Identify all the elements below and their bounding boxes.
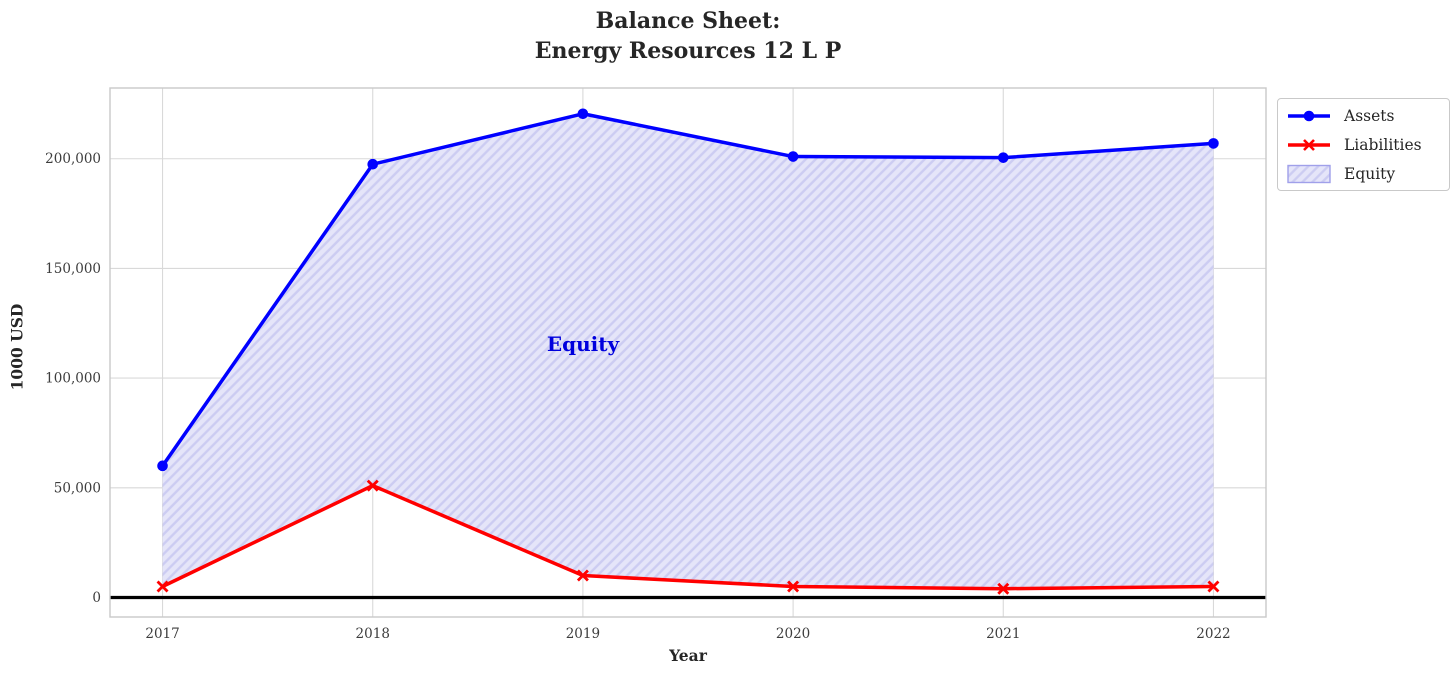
svg-text:100,000: 100,000 (45, 371, 101, 387)
legend-label-liabilities: Liabilities (1344, 135, 1422, 154)
svg-text:2021: 2021 (986, 626, 1020, 642)
legend-item-assets: Assets (1278, 102, 1449, 130)
svg-text:0: 0 (92, 590, 101, 606)
y-axis-label: 1000 USD (7, 303, 27, 391)
svg-text:150,000: 150,000 (45, 261, 101, 277)
legend: Assets Liabilities Equity (1277, 98, 1450, 191)
svg-text:2020: 2020 (776, 626, 810, 642)
liabilities-line-marker-icon (1288, 138, 1330, 151)
svg-text:2018: 2018 (356, 626, 390, 642)
legend-label-equity: Equity (1344, 164, 1396, 183)
chart-title-line2: Energy Resources 12 L P (534, 38, 842, 64)
svg-text:2017: 2017 (145, 626, 179, 642)
equity-patch-icon (1287, 164, 1331, 183)
legend-item-liabilities: Liabilities (1278, 131, 1449, 159)
assets-line-marker-icon (1288, 110, 1330, 121)
equity-annotation: Equity (546, 332, 620, 356)
svg-text:200,000: 200,000 (45, 151, 101, 167)
svg-text:2022: 2022 (1196, 626, 1230, 642)
svg-text:2019: 2019 (566, 626, 600, 642)
legend-item-equity: Equity (1278, 160, 1449, 188)
svg-text:50,000: 50,000 (54, 480, 101, 496)
chart-title: Balance Sheet: Energy Resources 12 L P (110, 6, 1266, 66)
chart-title-line1: Balance Sheet: (595, 8, 781, 34)
x-axis-label: Year (669, 646, 707, 665)
legend-label-assets: Assets (1344, 106, 1395, 125)
